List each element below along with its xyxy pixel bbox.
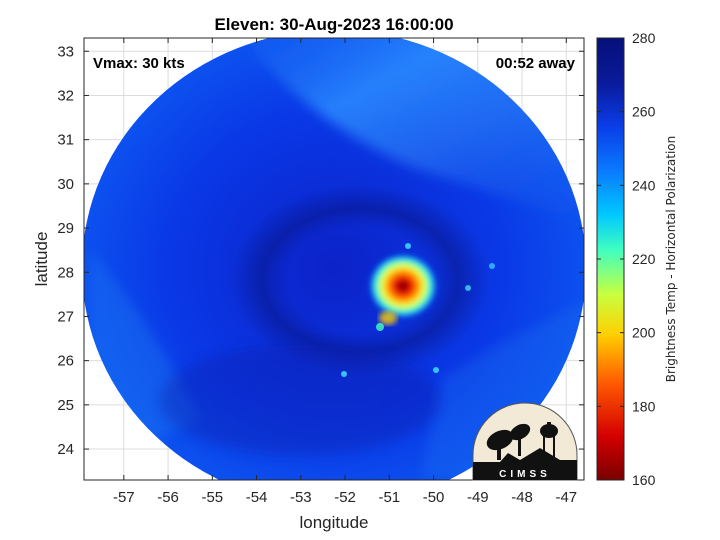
y-axis-label: latitude (32, 232, 51, 287)
colorbar-tick-label: 240 (632, 177, 656, 193)
y-tick-label: 31 (57, 132, 74, 149)
y-tick-label: 24 (57, 441, 74, 458)
x-tick-label: -50 (423, 489, 445, 506)
y-axis-ticks: 24 25 26 27 28 29 30 31 32 33 (57, 43, 584, 458)
axes-frame (83, 37, 585, 481)
y-tick-label: 33 (57, 43, 74, 60)
colorbar-tick-label: 220 (632, 251, 656, 267)
x-tick-label: -49 (467, 489, 489, 506)
y-tick-label: 26 (57, 353, 74, 370)
cimss-logo: CIMSS (472, 402, 578, 481)
y-tick-label: 25 (57, 397, 74, 414)
colorbar-ticks: 160 180 200 220 240 260 280 (597, 30, 656, 488)
cimss-logo-text: CIMSS (499, 469, 551, 480)
x-tick-label: -55 (201, 489, 223, 506)
colorbar-tick-label: 200 (632, 325, 656, 341)
x-tick-label: -53 (290, 489, 312, 506)
chart-title: Eleven: 30-Aug-2023 16:00:00 (214, 15, 453, 34)
colorbar (596, 37, 625, 481)
x-axis-ticks: -57 -56 -55 -54 -53 -52 -51 -50 -49 -48 -47 (113, 38, 577, 506)
y-tick-label: 27 (57, 308, 74, 325)
colorbar-label: Brightness Temp - Horizontal Polarizatio… (664, 136, 678, 383)
colorbar-tick-label: 260 (632, 104, 656, 120)
x-tick-label: -54 (246, 489, 268, 506)
x-axis-label: longitude (299, 513, 368, 532)
y-tick-label: 29 (57, 220, 74, 237)
cold-core (369, 254, 437, 318)
x-tick-label: -52 (334, 489, 356, 506)
x-tick-label: -48 (511, 489, 533, 506)
x-tick-label: -56 (157, 489, 179, 506)
x-tick-label: -51 (378, 489, 400, 506)
colorbar-tick-label: 160 (632, 472, 656, 488)
y-tick-label: 28 (57, 264, 74, 281)
y-tick-label: 30 (57, 176, 74, 193)
colorbar-tick-label: 280 (632, 30, 656, 46)
vmax-label: Vmax: 30 kts (93, 55, 185, 72)
x-tick-label: -57 (113, 489, 135, 506)
y-tick-label: 32 (57, 87, 74, 104)
time-away-label: 00:52 away (496, 55, 576, 72)
x-tick-label: -47 (555, 489, 577, 506)
colorbar-tick-label: 180 (632, 398, 656, 414)
